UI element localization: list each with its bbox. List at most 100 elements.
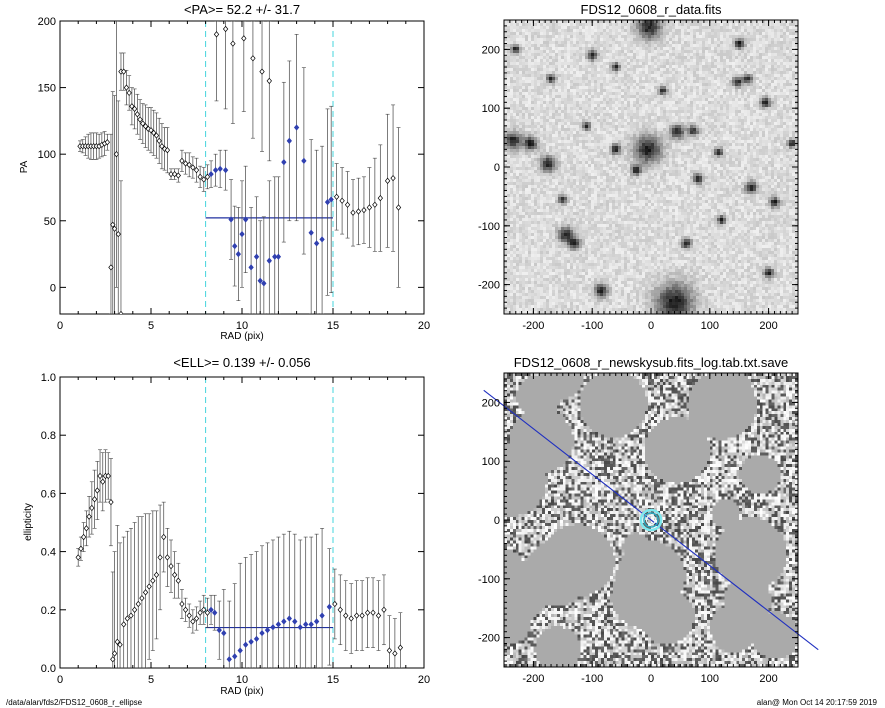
- data-point: [172, 571, 178, 579]
- data-fit-point: [237, 647, 243, 654]
- data-image-title: FDS12_0608_r_data.fits: [581, 2, 722, 17]
- data-point: [75, 554, 81, 561]
- data-point: [94, 487, 100, 494]
- data-point: [104, 139, 110, 146]
- data-point: [197, 609, 203, 616]
- data-point: [179, 157, 185, 164]
- y-tick-label: 0: [494, 162, 500, 174]
- data-outer-point: [333, 193, 340, 200]
- data-outer-point: [390, 175, 396, 182]
- y-tick-label: -200: [478, 633, 500, 645]
- data-point: [153, 571, 160, 579]
- data-point: [100, 478, 106, 485]
- data-outer-point: [355, 208, 362, 215]
- data-point: [91, 496, 98, 503]
- data-outer-point: [395, 204, 402, 211]
- data-upper-point: [213, 31, 220, 38]
- data-point: [108, 264, 114, 271]
- data-fit-point: [216, 627, 222, 634]
- data-point: [159, 143, 165, 150]
- data-image-panel: FDS12_0608_r_data.fits -200 -100 0 100 200-2…: [478, 2, 799, 332]
- data-point: [83, 525, 90, 532]
- data-point: [142, 589, 149, 596]
- data-outer-point: [337, 606, 343, 613]
- data-fit-point: [270, 624, 276, 631]
- ell-xlabel: RAD (pix): [220, 686, 263, 697]
- y-tick-label: 0: [50, 282, 56, 294]
- data-point: [153, 132, 160, 139]
- x-tick-label: 200: [759, 673, 777, 685]
- y-tick-label: -200: [478, 280, 500, 292]
- data-point: [108, 498, 114, 506]
- data-point: [193, 615, 200, 622]
- x-tick-label: 20: [418, 674, 430, 686]
- mask-image-overlay: [483, 389, 819, 651]
- isophote-ellipse: [639, 508, 663, 532]
- data-upper-point: [266, 77, 272, 85]
- y-tick-label: -100: [478, 221, 500, 233]
- data-fit-point: [208, 606, 214, 613]
- data-outer-point: [386, 647, 393, 654]
- data-point: [175, 172, 181, 179]
- footer-path: /data/alan/fds2/FDS12_0608_r_ellipse: [6, 698, 143, 707]
- data-fit-point: [297, 624, 303, 631]
- data-outer-point: [343, 612, 349, 619]
- data-fit-point: [248, 638, 254, 645]
- x-tick-label: -100: [581, 673, 603, 685]
- y-tick-label: 0.2: [41, 605, 56, 617]
- y-tick-label: 0.6: [41, 488, 56, 500]
- data-upper-point: [250, 55, 256, 62]
- data-fit-point: [232, 653, 238, 660]
- data-upper-point: [259, 68, 265, 75]
- data-fit-point: [232, 242, 238, 250]
- y-tick-label: 1.0: [41, 372, 56, 384]
- x-tick-label: 20: [418, 320, 430, 332]
- data-fit-point: [275, 621, 282, 628]
- x-tick-label: 15: [327, 320, 339, 332]
- data-fit-point: [259, 629, 265, 637]
- data-fit-point: [313, 240, 320, 247]
- y-tick-label: 100: [482, 103, 500, 115]
- data-point: [134, 111, 141, 118]
- data-point: [168, 563, 174, 570]
- data-point: [156, 137, 162, 145]
- data-point: [89, 504, 95, 512]
- ell-title: <ELL>= 0.139 +/- 0.056: [173, 355, 310, 370]
- data-fit-point: [261, 280, 267, 287]
- data-fit-point: [275, 253, 282, 260]
- y-tick-label: 0.8: [41, 430, 56, 442]
- data-point: [146, 583, 152, 590]
- mask-image-panel: FDS12_0608_r_newskysub.fits_log.tab.txt.…: [478, 355, 819, 685]
- data-fit-point: [281, 618, 287, 625]
- data-point: [201, 606, 207, 613]
- data-fit-point: [281, 159, 287, 166]
- data-fit-point: [293, 124, 300, 131]
- x-tick-label: 5: [148, 320, 154, 332]
- pa-ylabel: PA: [19, 160, 30, 173]
- data-outer-point: [354, 612, 360, 619]
- position-angle-line: [483, 389, 819, 651]
- data-outer-point: [364, 609, 371, 616]
- data-fit-point: [319, 612, 325, 619]
- data-fit-point: [286, 615, 292, 622]
- x-tick-label: -100: [581, 320, 603, 332]
- y-tick-label: 150: [38, 83, 56, 95]
- footer-stamp: alan@ Mon Oct 14 20:17:59 2019: [756, 698, 877, 707]
- data-point: [164, 147, 171, 154]
- mask-image-title: FDS12_0608_r_newskysub.fits_log.tab.txt.…: [514, 355, 789, 370]
- pa-marks: [77, 21, 402, 314]
- data-point: [110, 656, 116, 663]
- data-fit-point: [212, 167, 219, 174]
- data-point: [142, 123, 149, 130]
- data-fit-point: [326, 603, 333, 611]
- data-outer-point: [384, 177, 391, 184]
- data-outer-point: [332, 600, 338, 608]
- data-fit-point: [272, 253, 278, 260]
- y-tick-label: -100: [478, 574, 500, 586]
- data-point: [128, 612, 134, 619]
- data-point: [204, 609, 211, 616]
- x-tick-label: 100: [701, 673, 719, 685]
- data-fit-point: [266, 257, 272, 264]
- data-point: [151, 129, 157, 137]
